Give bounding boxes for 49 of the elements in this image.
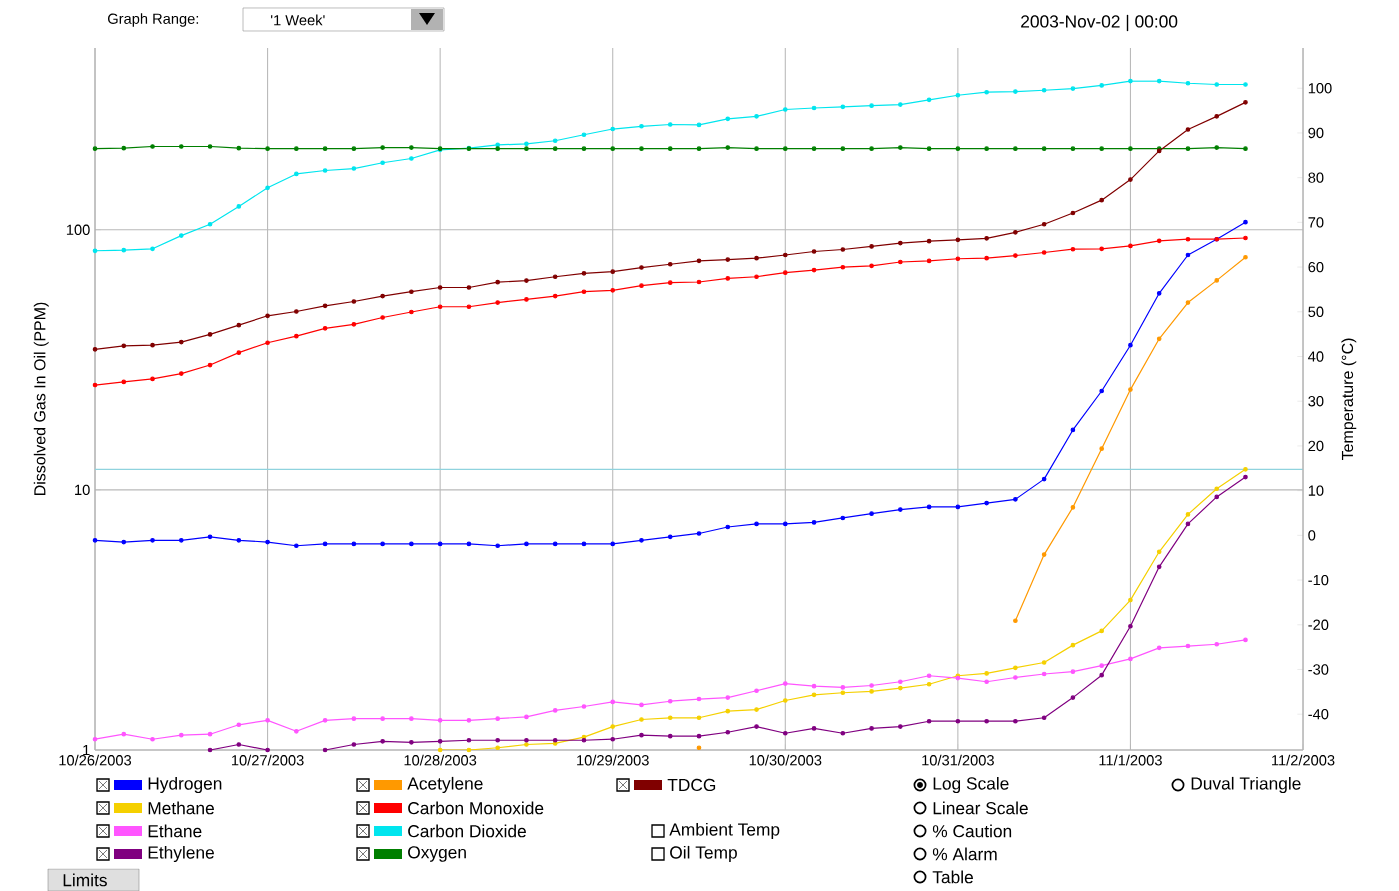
legend-label: TDCG bbox=[667, 778, 716, 792]
y2-tick-label: -30 bbox=[1308, 664, 1329, 675]
y2-tick-label: 50 bbox=[1308, 306, 1324, 317]
text: Limits bbox=[63, 873, 107, 887]
y-tick-label: 10 bbox=[75, 484, 90, 496]
x-tick-label: 10/29/2003 bbox=[577, 754, 649, 766]
y2-tick-label: 30 bbox=[1308, 396, 1324, 407]
y2-tick-label: 70 bbox=[1308, 217, 1324, 228]
legend-label: Carbon Dioxide bbox=[408, 824, 526, 838]
legend-label: Carbon Monoxide bbox=[408, 801, 544, 815]
legend-label: Hydrogen bbox=[148, 776, 222, 794]
text: Table bbox=[932, 870, 973, 884]
legend-label: Methane bbox=[148, 801, 214, 815]
x-tick-label: 10/27/2003 bbox=[231, 754, 304, 766]
legend-label: Oxygen bbox=[408, 846, 466, 862]
legend-label: Ethylene bbox=[148, 845, 214, 863]
y2-tick-label: -10 bbox=[1308, 574, 1329, 586]
text: Linear Scale bbox=[933, 801, 1028, 815]
x-tick-label: 11/1/2003 bbox=[1099, 754, 1162, 766]
text: Ambient Temp bbox=[669, 822, 780, 840]
text: Log Scale bbox=[933, 776, 1009, 794]
y2-tick-label: 100 bbox=[1308, 83, 1332, 94]
y2-tick-label: 80 bbox=[1308, 172, 1324, 183]
text: Oil Temp bbox=[670, 845, 737, 863]
y-tick-label: 100 bbox=[66, 224, 90, 235]
y2-tick-label: 0 bbox=[1308, 530, 1316, 541]
y2-tick-label: -40 bbox=[1308, 709, 1329, 720]
y2-tick-label: 20 bbox=[1308, 440, 1324, 452]
y2-tick-label: 40 bbox=[1308, 351, 1324, 362]
text: Duval Triangle bbox=[1191, 776, 1301, 794]
text: % Caution bbox=[932, 824, 1012, 838]
legend-label: Acetylene bbox=[407, 776, 483, 794]
legend-label: Ethane bbox=[148, 824, 202, 838]
y2-tick-label: 90 bbox=[1308, 127, 1324, 139]
x-tick-label: 10/31/2003 bbox=[922, 754, 994, 766]
y2-tick-label: 60 bbox=[1308, 261, 1324, 273]
y2-tick-label: 10 bbox=[1308, 485, 1324, 496]
y2-axis-title: Temperature (°C) bbox=[1341, 338, 1357, 461]
y-tick-label: 1 bbox=[83, 744, 90, 756]
text: '1 Week' bbox=[271, 14, 325, 26]
x-tick-label: 10/30/2003 bbox=[749, 754, 822, 766]
x-tick-label: 11/2/2003 bbox=[1272, 754, 1335, 766]
y-axis-title: Dissolved Gas In Oil (PPM) bbox=[33, 302, 49, 496]
x-tick-label: 10/26/2003 bbox=[59, 754, 132, 766]
y2-tick-label: -20 bbox=[1308, 619, 1329, 630]
x-tick-label: 10/28/2003 bbox=[404, 754, 477, 766]
text: % Alarm bbox=[932, 847, 997, 861]
text: 2003-Nov-02 | 00:00 bbox=[1021, 14, 1178, 32]
text: Graph Range: bbox=[108, 13, 199, 27]
